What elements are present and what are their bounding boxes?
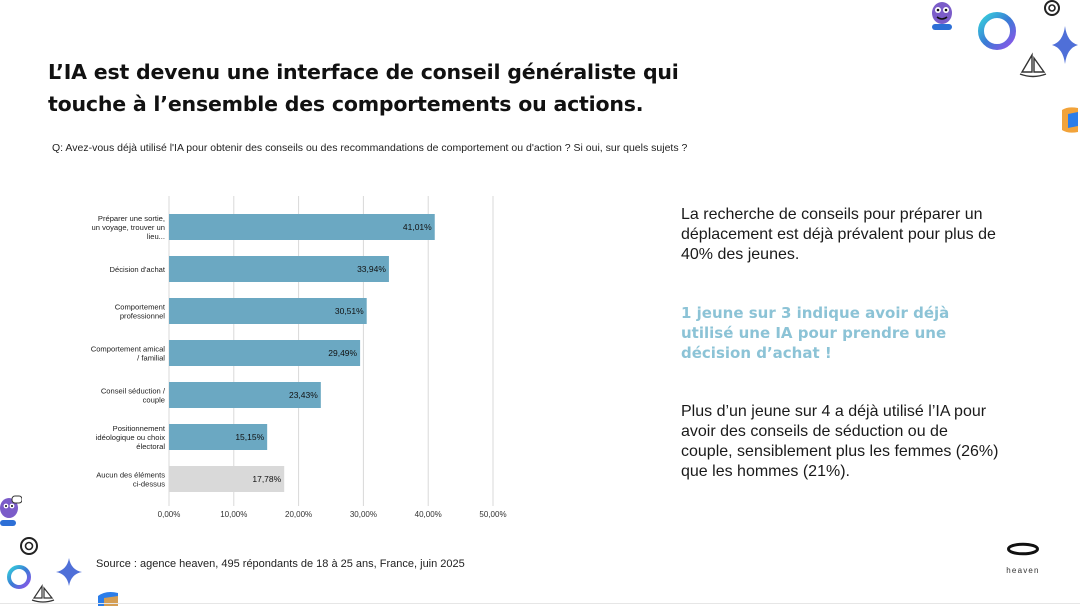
x-tick-label: 30,00%: [350, 510, 377, 519]
bottom-divider: [0, 603, 1080, 604]
category-label-line: Décision d'achat: [110, 265, 166, 274]
avatar-sticker-icon: [932, 2, 952, 30]
sparkle-icon: [56, 558, 82, 586]
source-note: Source : agence heaven, 495 répondants d…: [96, 558, 465, 570]
category-label: Conseil séduction / couple: [101, 387, 166, 405]
category-label-line: / familial: [137, 354, 165, 363]
bar: [169, 382, 321, 408]
bar: [169, 466, 285, 492]
category-label: Positionnement idéologique ou choix électo…: [96, 424, 166, 451]
sailboat-icon: [31, 584, 55, 603]
category-label-line: Comportement: [115, 303, 166, 312]
copilot-logo-icon: [1062, 107, 1078, 133]
ring-icon: [7, 565, 31, 589]
category-label-line: couple: [143, 396, 165, 405]
bar-chart: 0,00% 10,00% 20,00% 30,00% 40,00% 50,00% 41,01…: [91, 196, 507, 519]
bar-value-label: 29,49%: [328, 348, 357, 358]
openai-logo-icon: [1044, 0, 1060, 16]
insight-travel: La recherche de conseils pour préparer u…: [681, 206, 996, 263]
openai-logo-icon: [20, 537, 38, 555]
category-label-line: Positionnement: [113, 424, 166, 433]
x-tick-label: 10,00%: [220, 510, 247, 519]
bar-value-label: 15,15%: [235, 432, 264, 442]
x-tick-label: 50,00%: [479, 510, 506, 519]
bar: [169, 214, 435, 240]
bar: [169, 424, 268, 450]
category-label-line: électoral: [136, 442, 165, 451]
bar: [169, 298, 367, 324]
category-label-line: un voyage, trouver un: [92, 223, 165, 232]
sparkle-icon: [1052, 26, 1078, 64]
brand-name: heaven: [1006, 566, 1040, 575]
category-label-line: Comportement amical: [91, 345, 166, 354]
page-title: L’IA est devenu une interface de conseil…: [48, 56, 708, 120]
category-label: Aucun des éléments ci-dessus: [96, 471, 165, 489]
category-label-line: professionnel: [120, 312, 165, 321]
survey-question: Q: Avez-vous déjà utilisé l'IA pour obte…: [52, 142, 688, 154]
bar-value-label: 23,43%: [289, 390, 318, 400]
ring-icon: [978, 12, 1016, 50]
x-tick-label: 20,00%: [285, 510, 312, 519]
page-title-line-1: L’IA est devenu une interface de conseil…: [48, 60, 679, 84]
bar-value-label: 41,01%: [403, 222, 432, 232]
bar: [169, 340, 361, 366]
bar-value-label: 33,94%: [357, 264, 386, 274]
category-label: Comportement amical / familial: [91, 345, 166, 363]
category-label-line: ci-dessus: [133, 480, 165, 489]
category-label: Décision d'achat: [110, 265, 166, 274]
x-tick-label: 0,00%: [158, 510, 181, 519]
bar: [169, 256, 389, 282]
insight-seduction: Plus d’un jeune sur 4 a déjà utilisé l’I…: [681, 403, 999, 480]
heaven-ring-icon: [1007, 542, 1039, 556]
category-label: Comportement professionnel: [115, 303, 166, 321]
avatar-sticker-icon: [0, 495, 22, 526]
bar-value-label: 17,78%: [252, 474, 281, 484]
insight-purchase-highlight: 1 jeune sur 3 indique avoir déjà utilisé…: [681, 304, 950, 362]
category-label-line: idéologique ou choix: [96, 433, 165, 442]
category-label-line: lieu...: [147, 232, 165, 241]
category-label-line: Conseil séduction /: [101, 387, 166, 396]
brand-logo: heaven: [988, 542, 1058, 575]
category-label-line: Aucun des éléments: [96, 471, 165, 480]
sailboat-icon: [1019, 52, 1047, 78]
category-label-line: Préparer une sortie,: [98, 214, 165, 223]
bar-value-label: 30,51%: [335, 306, 364, 316]
x-tick-label: 40,00%: [415, 510, 442, 519]
page-title-line-2: touche à l’ensemble des comportements ou…: [48, 92, 644, 116]
category-label: Préparer une sortie, un voyage, trouver u…: [92, 214, 165, 241]
